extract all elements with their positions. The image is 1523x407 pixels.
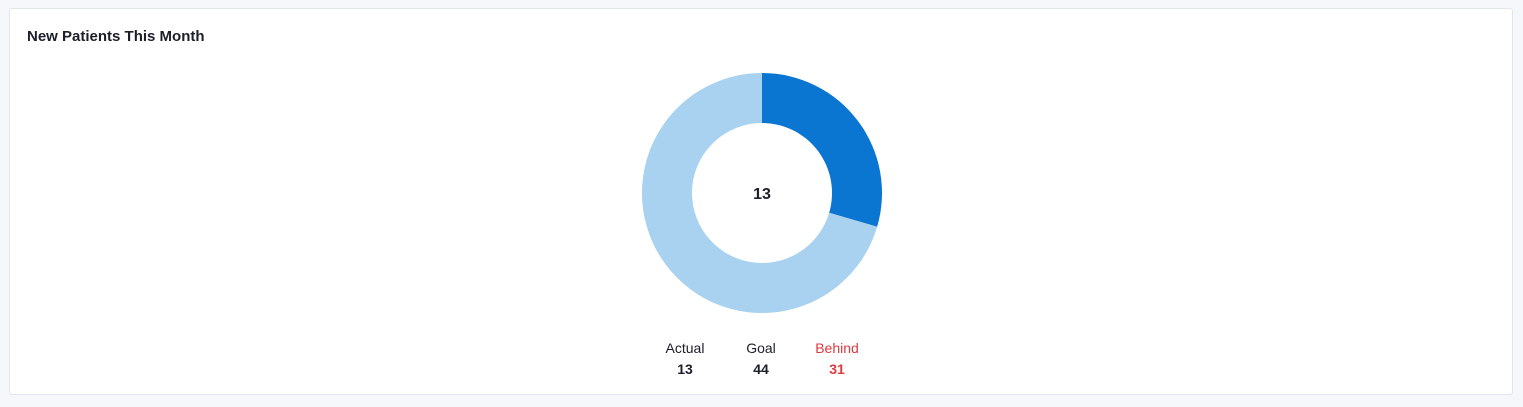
stat-goal-value: 44 [753,361,769,377]
donut-chart: 13 [642,73,882,313]
stat-actual-label: Actual [665,340,705,356]
donut-center-value: 13 [753,186,771,203]
stat-actual-value: 13 [677,361,693,377]
stat-behind-label: Behind [815,340,859,356]
stats-row: Actual 13 Goal 44 Behind 31 [10,339,1512,379]
stat-goal-label: Goal [746,340,776,356]
donut-slice-behind[interactable] [642,73,878,313]
stat-goal: Goal 44 [723,339,799,379]
new-patients-card: New Patients This Month 13 Actual 13 Goa… [9,8,1513,395]
donut-slice-actual[interactable] [762,73,882,227]
stat-behind: Behind 31 [799,339,875,379]
stat-actual: Actual 13 [647,339,723,379]
card-title: New Patients This Month [27,28,205,45]
stat-behind-value: 31 [829,361,845,377]
